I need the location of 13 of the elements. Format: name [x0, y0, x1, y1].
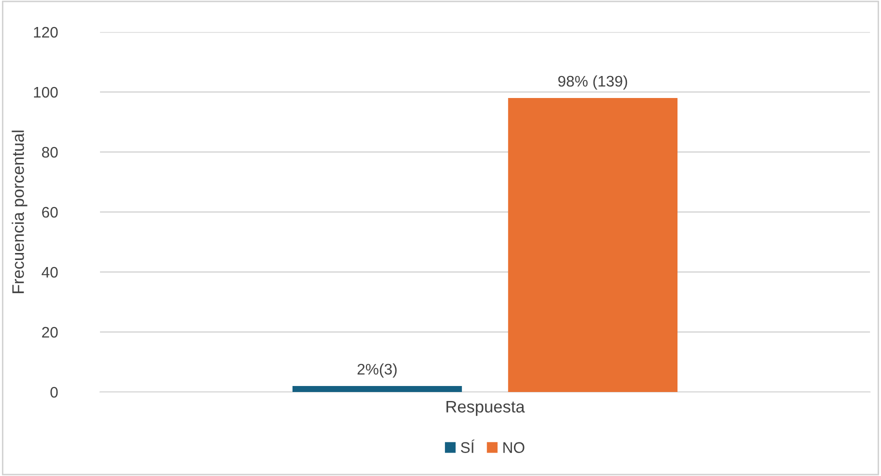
y-tick-label: 120 [34, 26, 58, 38]
data-label: 98% (139) [558, 75, 628, 90]
y-tick-label: 80 [42, 146, 58, 158]
data-label: 2%(3) [358, 363, 397, 378]
y-axis-title: Frecuencia porcentual [12, 130, 28, 294]
y-tick-label: 0 [50, 386, 58, 398]
y-tick-label: 20 [42, 326, 58, 338]
y-tick-label: 40 [42, 266, 58, 278]
x-tick-label: Respuesta [446, 400, 525, 416]
legend-label: NO [503, 442, 524, 453]
y-tick-label: 60 [42, 206, 58, 218]
y-tick-label: 100 [34, 86, 58, 98]
legend-label: SÍ [460, 440, 475, 453]
